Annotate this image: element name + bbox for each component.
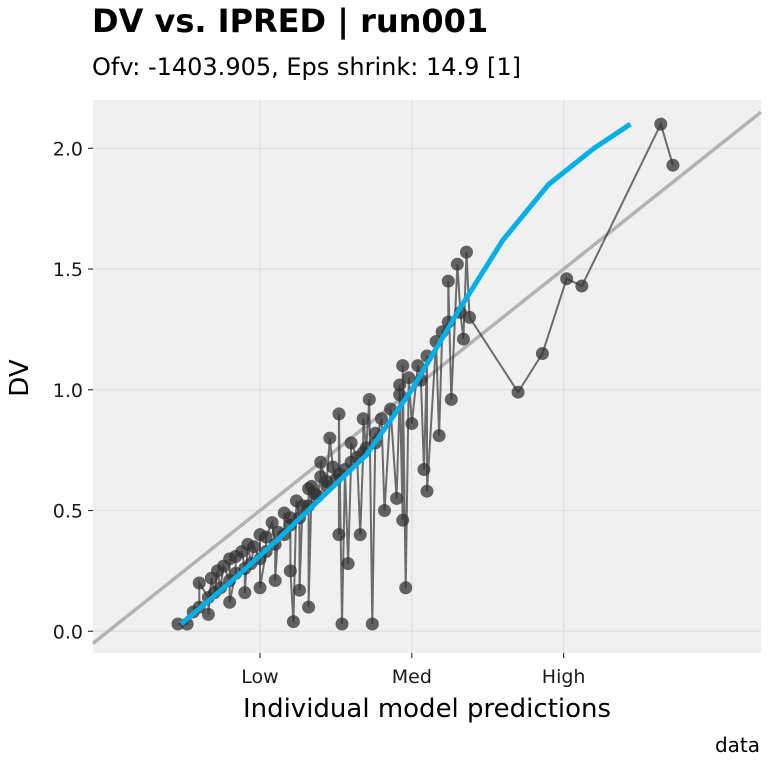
data-point [314, 470, 328, 484]
data-point [277, 506, 291, 520]
x-axis-title: Individual model predictions [243, 694, 611, 724]
x-tick-label: Low [241, 666, 278, 688]
x-tick-label: High [542, 666, 586, 688]
y-tick-label: 1.0 [53, 380, 83, 402]
data-point [292, 583, 306, 597]
data-point [332, 407, 346, 421]
data-point [332, 528, 346, 542]
data-point [402, 371, 416, 385]
data-point [289, 494, 303, 508]
data-point [450, 257, 464, 271]
data-point [390, 491, 404, 505]
data-point [432, 429, 446, 443]
data-point [420, 484, 434, 498]
data-point [374, 412, 388, 426]
data-point [411, 359, 425, 373]
data-point [204, 571, 218, 585]
data-point [405, 417, 419, 431]
data-point [305, 479, 319, 493]
axis-layer: Low Med High 0.0 0.5 1.0 1.5 2.0 [53, 138, 586, 688]
data-point [535, 347, 549, 361]
data-point [396, 359, 410, 373]
y-axis-title: DV [5, 359, 35, 397]
x-tick-label: Med [392, 666, 432, 688]
y-tick-label: 1.5 [53, 259, 83, 281]
data-point [353, 528, 367, 542]
data-point [463, 310, 477, 324]
smooth-line [179, 122, 632, 626]
data-point [302, 600, 316, 614]
data-point [575, 279, 589, 293]
data-point [441, 274, 455, 288]
data-point [444, 392, 458, 406]
caption: data [714, 733, 760, 757]
data-point [393, 388, 407, 402]
data-point [399, 581, 413, 595]
y-tick-label: 2.0 [53, 138, 83, 160]
data-point [286, 615, 300, 629]
data-point [666, 158, 680, 172]
data-point [560, 272, 574, 286]
data-point [253, 581, 267, 595]
data-point [265, 516, 279, 530]
data-point [417, 462, 431, 476]
data-point [241, 537, 255, 551]
data-point [335, 617, 349, 631]
data-point [217, 559, 231, 573]
data-point [456, 332, 470, 346]
data-point [323, 431, 337, 445]
smooth-line-layer [179, 122, 632, 626]
data-point [393, 378, 407, 392]
data-point [341, 557, 355, 571]
data-point [253, 528, 267, 542]
data-point [223, 595, 237, 609]
data-point [268, 574, 282, 588]
data-point [654, 117, 668, 131]
chart-title: DV vs. IPRED | run001 [92, 2, 489, 40]
data-point [229, 549, 243, 563]
data-point [283, 564, 297, 578]
data-point [201, 607, 215, 621]
data-point [238, 586, 252, 600]
data-point [344, 436, 358, 450]
data-point [377, 504, 391, 518]
data-point [314, 455, 328, 469]
y-tick-label: 0.0 [53, 621, 83, 643]
data-point [511, 385, 525, 399]
data-point [365, 617, 379, 631]
data-point [326, 460, 340, 474]
data-point [192, 576, 206, 590]
chart-subtitle: Ofv: -1403.905, Eps shrink: 14.9 [1] [92, 53, 522, 81]
data-point [459, 245, 473, 259]
data-point [362, 392, 376, 406]
y-tick-label: 0.5 [53, 501, 83, 523]
data-point [396, 513, 410, 527]
data-point [356, 412, 370, 426]
